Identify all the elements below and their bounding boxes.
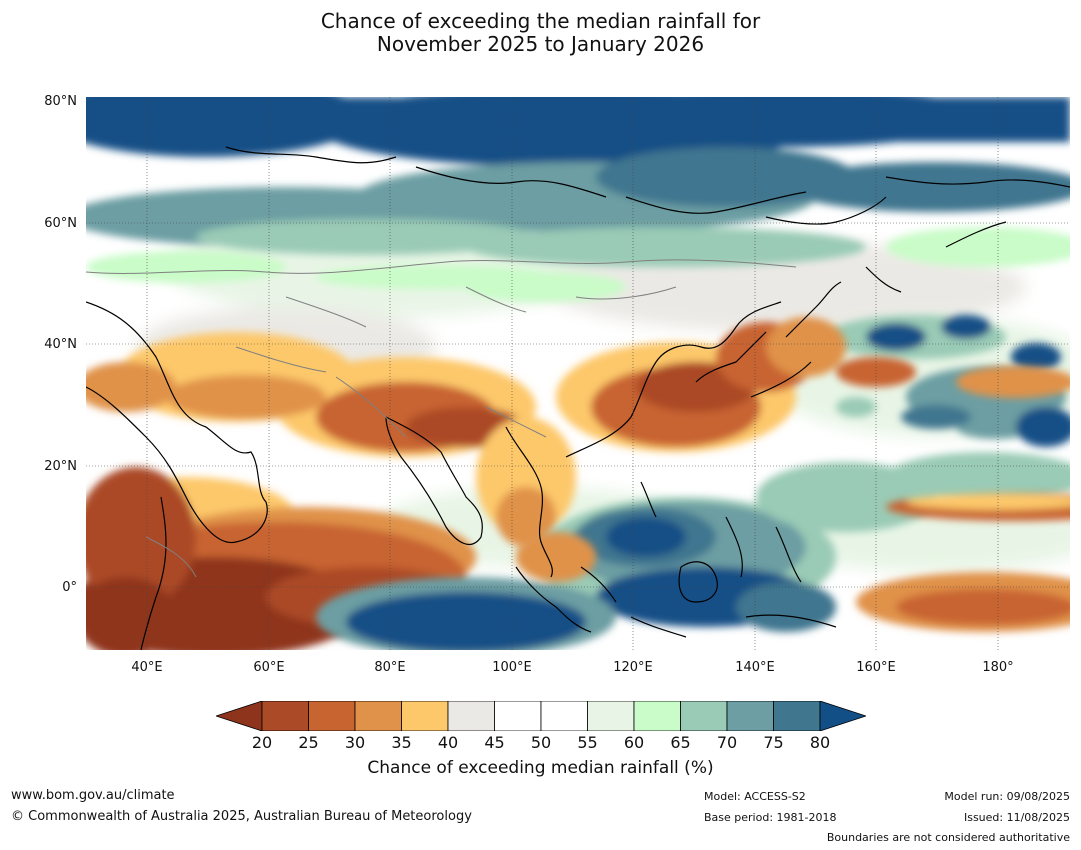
colorbar-tick-label: 75 [763,733,784,752]
lat-label-0: 0° [62,580,77,595]
lon-label-80e: 80°E [374,660,406,675]
lat-label-80n: 80°N [44,94,77,109]
colorbar [216,701,866,731]
colorbar-tick-label: 40 [437,733,459,752]
colorbar-box [633,701,681,731]
coastlines [86,146,1070,650]
colorbar-box [494,701,542,731]
lon-label-120e: 120°E [613,660,653,675]
colorbar-tick-label: 80 [809,733,831,752]
colorbar-box [308,701,356,731]
colorbar-box [680,701,728,731]
chart-title: Chance of exceeding the median rainfall … [0,10,1081,56]
lon-label-40e: 40°E [131,660,163,675]
colorbar-tick-label: 70 [716,733,738,752]
lat-label-40n: 40°N [44,337,77,352]
country-boundaries [86,259,797,578]
colorbar-title: Chance of exceeding median rainfall (%) [367,758,714,778]
model-run-date: Model run: 09/08/2025 [944,790,1070,803]
colorbar-tick-label: 60 [623,733,645,752]
colorbar-tick-label: 35 [391,733,412,752]
base-period: Base period: 1981-2018 [704,811,837,824]
pacific-dry-bands [516,493,1070,632]
colorbar-extend-high [819,701,866,731]
colorbar-tick-label: 20 [251,733,273,752]
colorbar-tick-label: 25 [298,733,319,752]
colorbar-extend-low [216,701,263,731]
colorbar-box [587,701,635,731]
lon-label-140e: 140°E [735,660,775,675]
boundaries-disclaimer: Boundaries are not considered authoritat… [826,831,1070,844]
lon-label-160e: 160°E [856,660,896,675]
colorbar-tick-label: 65 [670,733,691,752]
rainfall-map [86,97,1070,650]
colorbar-tick-label: 55 [577,733,598,752]
colorbar-box [261,701,309,731]
lon-label-100e: 100°E [492,660,532,675]
lon-label-60e: 60°E [253,660,285,675]
colorbar-box [401,701,449,731]
colorbar-tick-label: 45 [484,733,505,752]
title-line-1: Chance of exceeding the median rainfall … [320,9,761,33]
colorbar-box [540,701,588,731]
colorbar-box [354,701,402,731]
copyright-notice: © Commonwealth of Australia 2025, Austra… [11,809,472,824]
website-url[interactable]: www.bom.gov.au/climate [11,788,175,803]
northern-wet-anomaly [86,97,1070,302]
issued-date: Issued: 11/08/2025 [963,811,1070,824]
lon-label-180: 180° [982,660,1014,675]
colorbar-tick-label: 50 [530,733,552,752]
title-line-2: November 2025 to January 2026 [376,32,705,56]
lat-label-20n: 20°N [44,459,77,474]
colorbar-box [726,701,774,731]
lat-label-60n: 60°N [44,216,77,231]
colorbar-box [447,701,495,731]
asia-dry-anomaly [86,317,1070,547]
colorbar-tick-label: 30 [344,733,366,752]
model-name: Model: ACCESS-S2 [704,790,806,803]
gridlines [86,97,1070,650]
colorbar-box [773,701,821,731]
